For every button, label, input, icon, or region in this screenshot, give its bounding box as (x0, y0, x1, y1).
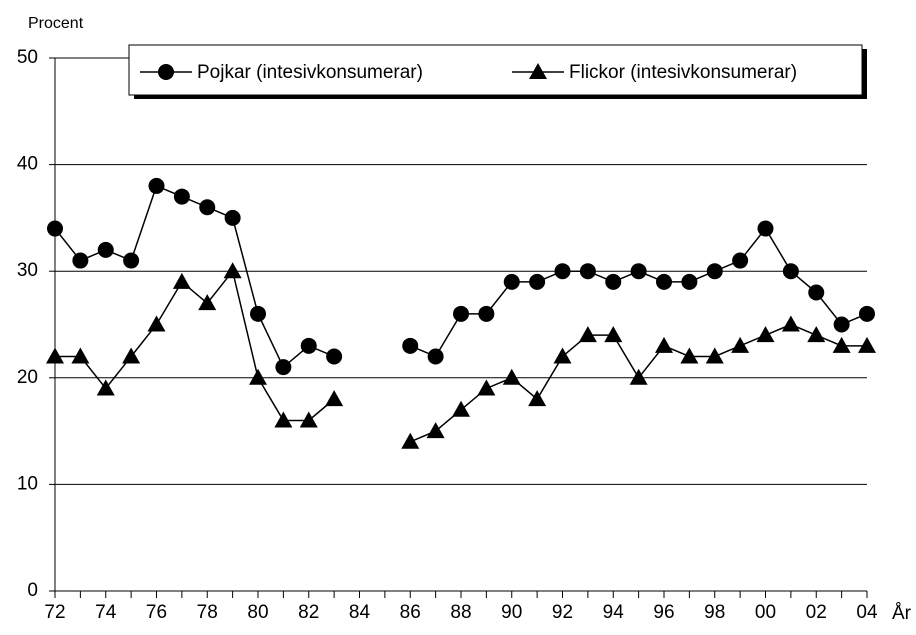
point (199, 199, 216, 216)
point (223, 262, 242, 279)
legend-label: Flickor (intesivkonsumerar) (569, 62, 797, 83)
y-axis-label: Procent (28, 15, 84, 32)
x-tick-label: 88 (450, 602, 471, 623)
x-tick-label: 00 (755, 602, 776, 623)
point (706, 263, 723, 280)
y-tick-label: 30 (17, 260, 38, 281)
point (401, 432, 420, 449)
y-tick-label: 0 (27, 580, 38, 601)
point (72, 252, 89, 269)
point (604, 326, 623, 343)
y-tick-label: 50 (17, 47, 38, 68)
y-tick-label: 20 (17, 367, 38, 388)
x-tick-label: 04 (856, 602, 878, 623)
x-axis-label: År (892, 603, 912, 624)
x-tick-label: 02 (806, 602, 827, 623)
x-tick-label: 98 (704, 602, 725, 623)
point (757, 220, 774, 237)
x-tick-label: 92 (552, 602, 573, 623)
x-tick-label: 90 (501, 602, 522, 623)
point (148, 177, 165, 194)
point (782, 263, 799, 280)
point (250, 305, 266, 322)
x-tick-label: 74 (95, 602, 117, 623)
point (579, 263, 596, 280)
point (731, 336, 750, 353)
point (705, 347, 724, 364)
point (275, 359, 292, 376)
point (807, 326, 826, 343)
point (453, 305, 469, 322)
point (781, 315, 800, 332)
point (503, 273, 520, 290)
point (147, 315, 166, 332)
point (732, 252, 749, 269)
point (172, 272, 191, 289)
x-tick-label: 82 (298, 602, 319, 623)
legend-label: Pojkar (intesivkonsumerar) (197, 62, 423, 83)
legend-box (128, 44, 863, 96)
point (756, 326, 775, 343)
point (452, 400, 470, 417)
point (426, 422, 445, 439)
point (122, 347, 141, 364)
point (325, 390, 344, 407)
point (502, 368, 521, 385)
point (529, 273, 546, 290)
x-tick-label: 76 (146, 602, 167, 623)
point (249, 368, 267, 385)
point (808, 284, 825, 301)
point (97, 241, 114, 258)
x-tick-label: 84 (349, 602, 371, 623)
series-line (54, 184, 868, 369)
point (300, 337, 317, 354)
point (554, 263, 571, 280)
x-tick-label: 80 (247, 602, 268, 623)
point (655, 336, 673, 353)
y-tick-label: 10 (17, 473, 38, 494)
point (123, 252, 140, 269)
point (858, 336, 876, 353)
legend: Pojkar (intesivkonsumerar) Flickor (intes… (128, 44, 867, 99)
point (173, 188, 190, 205)
point (630, 263, 647, 280)
point (832, 336, 851, 353)
point (529, 63, 547, 79)
point (47, 220, 63, 237)
x-tick-label: 96 (653, 602, 674, 623)
point (326, 348, 343, 365)
point (680, 347, 699, 364)
point (605, 273, 622, 290)
point (427, 348, 444, 365)
point (158, 64, 174, 80)
point (528, 390, 547, 407)
point (71, 347, 90, 364)
point (859, 305, 875, 322)
point (46, 347, 64, 364)
point (833, 316, 850, 333)
y-tick-label: 40 (17, 154, 38, 175)
point (656, 273, 672, 290)
point (478, 305, 495, 322)
point (578, 326, 597, 343)
point (299, 411, 318, 428)
point (681, 273, 698, 290)
x-tick-label: 86 (400, 602, 421, 623)
point (274, 411, 293, 428)
point (553, 347, 572, 364)
point (224, 209, 241, 226)
x-tick-label: 94 (603, 602, 625, 623)
x-tick-label: 78 (197, 602, 218, 623)
point (629, 368, 648, 385)
point (477, 379, 496, 396)
point (402, 337, 419, 354)
point (96, 379, 115, 396)
x-tick-label: 72 (44, 602, 65, 623)
point (198, 294, 217, 311)
